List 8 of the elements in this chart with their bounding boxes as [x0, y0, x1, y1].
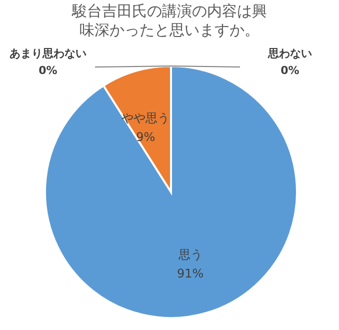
slice-label: 思う [177, 248, 202, 262]
category-label: 思わない [268, 47, 312, 60]
text: 0% [38, 64, 58, 77]
data-label: 9% [136, 130, 156, 144]
category-label: あまり思わない [10, 47, 86, 60]
text: 0% [280, 64, 300, 77]
chart-title: 駿台吉田氏の講演の内容は興味深かったと思いますか。 [72, 2, 267, 40]
data-label: 91% [177, 266, 204, 281]
